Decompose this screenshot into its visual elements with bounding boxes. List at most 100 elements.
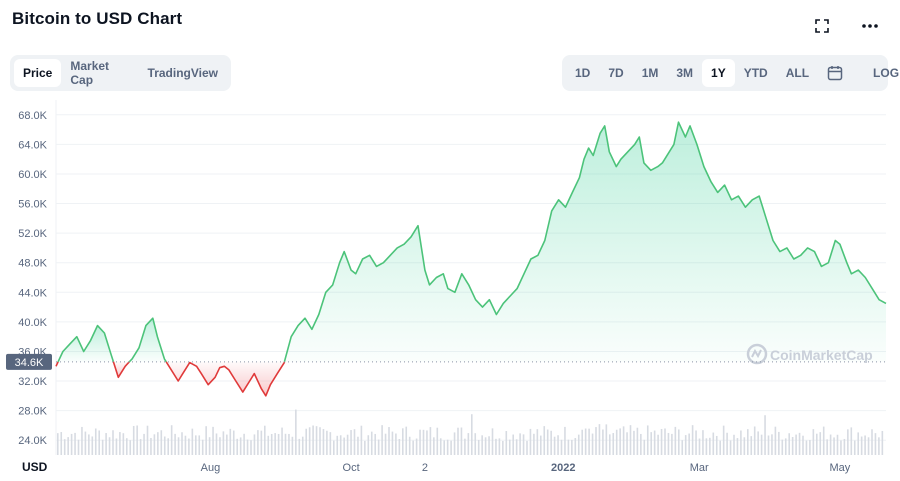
currency-label: USD [22,460,48,474]
volume-bar [764,415,766,455]
volume-bar [353,429,356,455]
y-tick-label: 52.0K [18,228,47,240]
volume-bar [515,439,518,455]
y-tick-label: 32.0K [18,376,47,388]
volume-bar [177,437,180,455]
volume-bar [122,433,125,455]
volume-bar [243,433,245,455]
volume-bar [219,437,221,455]
volume-bar [388,427,390,455]
volume-bar [619,428,621,455]
volume-bar [733,434,735,455]
volume-bar [878,437,880,455]
volume-bar [188,438,190,455]
volume-bar [170,425,173,455]
baseline: 34.6K [6,353,886,370]
range-all[interactable]: ALL [785,66,810,80]
log-scale-button[interactable]: LOG [873,66,900,80]
tab-price[interactable]: Price [14,59,62,87]
volume-bar [622,426,625,455]
volume-bar [864,435,866,455]
volume-bar [543,426,546,455]
volume-bar [650,432,652,455]
volume-bar [415,438,418,455]
tab-market-cap[interactable]: Market Cap [70,59,110,87]
volume-bar [495,438,497,455]
volume-bar [574,438,577,455]
x-tick-label: 2022 [551,462,575,474]
range-1y[interactable]: 1Y [702,59,735,87]
volume-bar [709,437,711,455]
range-1m[interactable]: 1M [641,66,659,80]
volume-bar [270,433,273,455]
volume-bar [722,425,725,455]
calendar-icon[interactable] [818,59,852,87]
volume-bar [167,438,169,455]
volume-bar [322,429,325,455]
volume-bar [860,436,863,455]
volume-bar [205,426,207,455]
expand-icon[interactable] [812,16,832,36]
volume-bar [374,433,376,455]
volume-bar [874,433,877,455]
volume-bar [605,424,608,455]
y-tick-label: 48.0K [18,258,47,270]
volume-bar [346,434,349,455]
volume-bar [160,430,163,455]
volume-bar [453,432,456,455]
volume-bar [871,429,873,455]
volume-bar [481,435,483,455]
volume-bar [398,438,401,455]
range-7d[interactable]: 7D [608,66,624,80]
volume-bar [101,439,104,455]
volume-bar [433,437,435,455]
volume-bar [795,434,797,455]
volume-bar [667,432,670,455]
volume-bar [412,440,414,455]
volume-bar [132,425,135,455]
volume-bar [212,426,214,455]
volume-bar [571,439,573,455]
volume-bar [612,433,615,455]
volume-bar [405,426,408,455]
tab-tradingview[interactable]: TradingView [147,66,218,80]
volume-bar [778,431,780,455]
volume-bar [715,435,718,455]
volume-bar [657,434,659,455]
volume-bar [719,440,721,455]
volume-bar [267,435,270,455]
volume-bar [816,433,818,455]
volume-bar [308,427,311,455]
volume-bar [529,428,532,455]
volume-bar [146,425,149,455]
volume-bar [564,426,566,455]
volume-bar [467,433,470,455]
volume-bar [843,438,846,455]
baseline-tag [6,353,52,370]
area-fill-up [129,318,167,362]
range-3m[interactable]: 3M [676,66,694,80]
volume-bar [695,430,697,455]
range-1d[interactable]: 1D [575,66,591,80]
volume-bar [239,437,242,455]
volume-bar [826,439,828,455]
volume-bar [326,430,328,455]
volume-bar [336,435,339,455]
volume-bar [357,436,359,455]
volume-bar [688,433,690,455]
volume-bar [553,436,556,455]
price-line [55,121,887,397]
volume-bar [840,440,842,455]
volume-bars [57,409,884,455]
x-tick-label: May [829,462,850,474]
range-ytd[interactable]: YTD [743,66,768,80]
volume-bar [508,439,511,455]
volume-bar [857,432,859,455]
more-dots-icon[interactable] [860,16,880,36]
volume-bar [684,435,687,455]
x-tick-label: Aug [201,462,221,474]
volume-bar [370,431,373,455]
volume-bar [474,433,477,455]
volume-bar [536,429,539,455]
